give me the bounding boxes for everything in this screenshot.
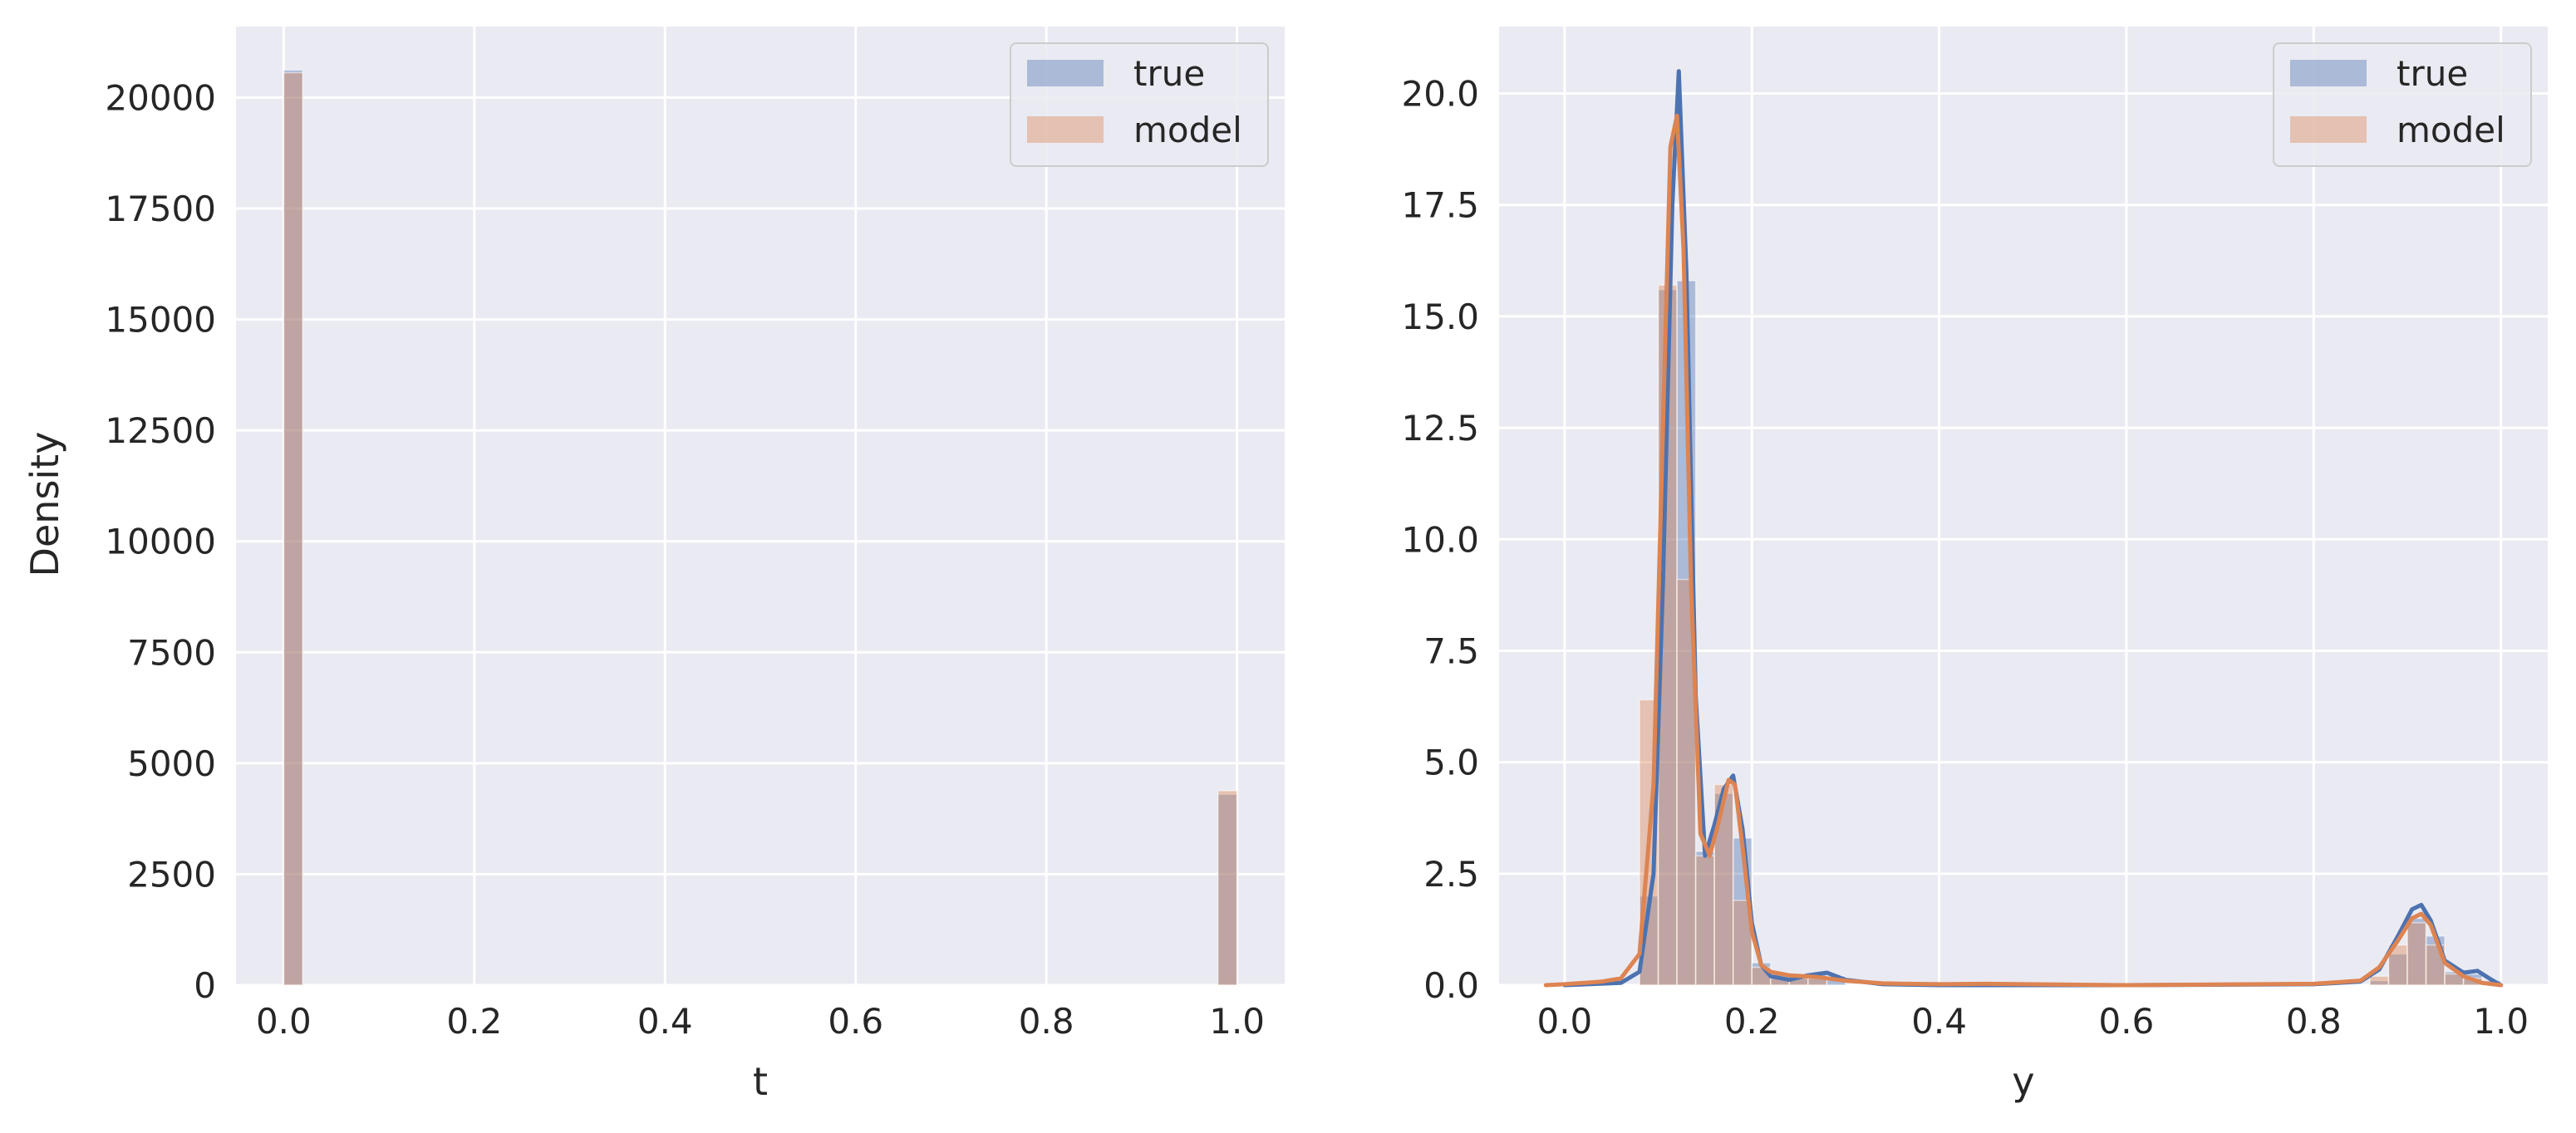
x-tick-label: 0.6 [2099, 1001, 2155, 1042]
histogram-bar-model [1676, 578, 1697, 986]
x-tick-label: 0.8 [1019, 1001, 1074, 1042]
y-tick-label: 0.0 [1423, 965, 1479, 1006]
x-tick-label: 1.0 [1209, 1001, 1265, 1042]
plot-background [236, 27, 1285, 985]
y-tick-label: 20.0 [1401, 74, 1479, 115]
legend-swatch-model [2290, 116, 2367, 143]
histogram-bar-model [1694, 855, 1715, 986]
y-tick-label: 12500 [105, 410, 216, 451]
y-tick-label: 2500 [127, 854, 216, 895]
legend-label-true: true [2397, 53, 2468, 94]
x-tick-label: 0.2 [1724, 1001, 1780, 1042]
y-tick-label: 17500 [105, 189, 216, 229]
x-tick-label: 0.2 [446, 1001, 502, 1042]
x-tick-label: 0.4 [637, 1001, 693, 1042]
y-tick-label: 5000 [127, 743, 216, 784]
y-axis-label: Density [22, 432, 67, 577]
legend-box [2273, 42, 2532, 167]
y-tick-label: 0 [194, 965, 216, 1006]
kde-line-model [1543, 113, 2504, 988]
histogram-bar-model [1732, 900, 1753, 986]
y-tick-label: 7.5 [1423, 630, 1479, 671]
histogram-bar-model [1713, 783, 1734, 986]
legend-swatch-true [1027, 60, 1104, 86]
legend-label-model: model [2397, 110, 2505, 150]
x-axis-label: t [753, 1059, 768, 1104]
legend-label-model: model [1133, 110, 1242, 150]
x-tick-label: 0.8 [2286, 1001, 2342, 1042]
histogram-bar-model [2369, 975, 2390, 986]
histogram-bar-model [2406, 922, 2427, 986]
y-tick-label: 7500 [127, 632, 216, 673]
x-tick-label: 1.0 [2473, 1001, 2529, 1042]
histogram-bar-model [1217, 790, 1238, 986]
x-tick-label: 0.6 [828, 1001, 883, 1042]
histogram-bar-model [283, 71, 304, 986]
y-tick-label: 20000 [105, 77, 216, 118]
x-tick-label: 0.4 [1911, 1001, 1967, 1042]
legend-swatch-model [1027, 116, 1104, 143]
chart-panel-y: 0.0 0.2 0.4 0.6 0.8 1.0 0.0 2.5 5.0 7.5 10.0 12.5 15… [1401, 27, 2548, 1104]
y-tick-label: 12.5 [1401, 408, 1479, 449]
x-axis-label: y [2012, 1059, 2034, 1104]
y-tick-label: 5.0 [1423, 743, 1479, 783]
legend-box [1010, 42, 1269, 167]
legend-label-true: true [1133, 53, 1205, 94]
y-tick-label: 17.5 [1401, 185, 1479, 226]
y-tick-label: 10000 [105, 522, 216, 562]
chart-panel-t: 0.0 0.2 0.4 0.6 0.8 1.0 0 2500 5000 7500 10000 1250… [22, 27, 1285, 1104]
y-tick-label: 2.5 [1423, 854, 1479, 895]
x-tick-label: 0.0 [1536, 1001, 1592, 1042]
y-tick-label: 15000 [105, 300, 216, 341]
y-tick-label: 15.0 [1401, 297, 1479, 337]
x-tick-label: 0.0 [256, 1001, 312, 1042]
legend-swatch-true [2290, 60, 2367, 86]
y-tick-label: 10.0 [1401, 519, 1479, 560]
